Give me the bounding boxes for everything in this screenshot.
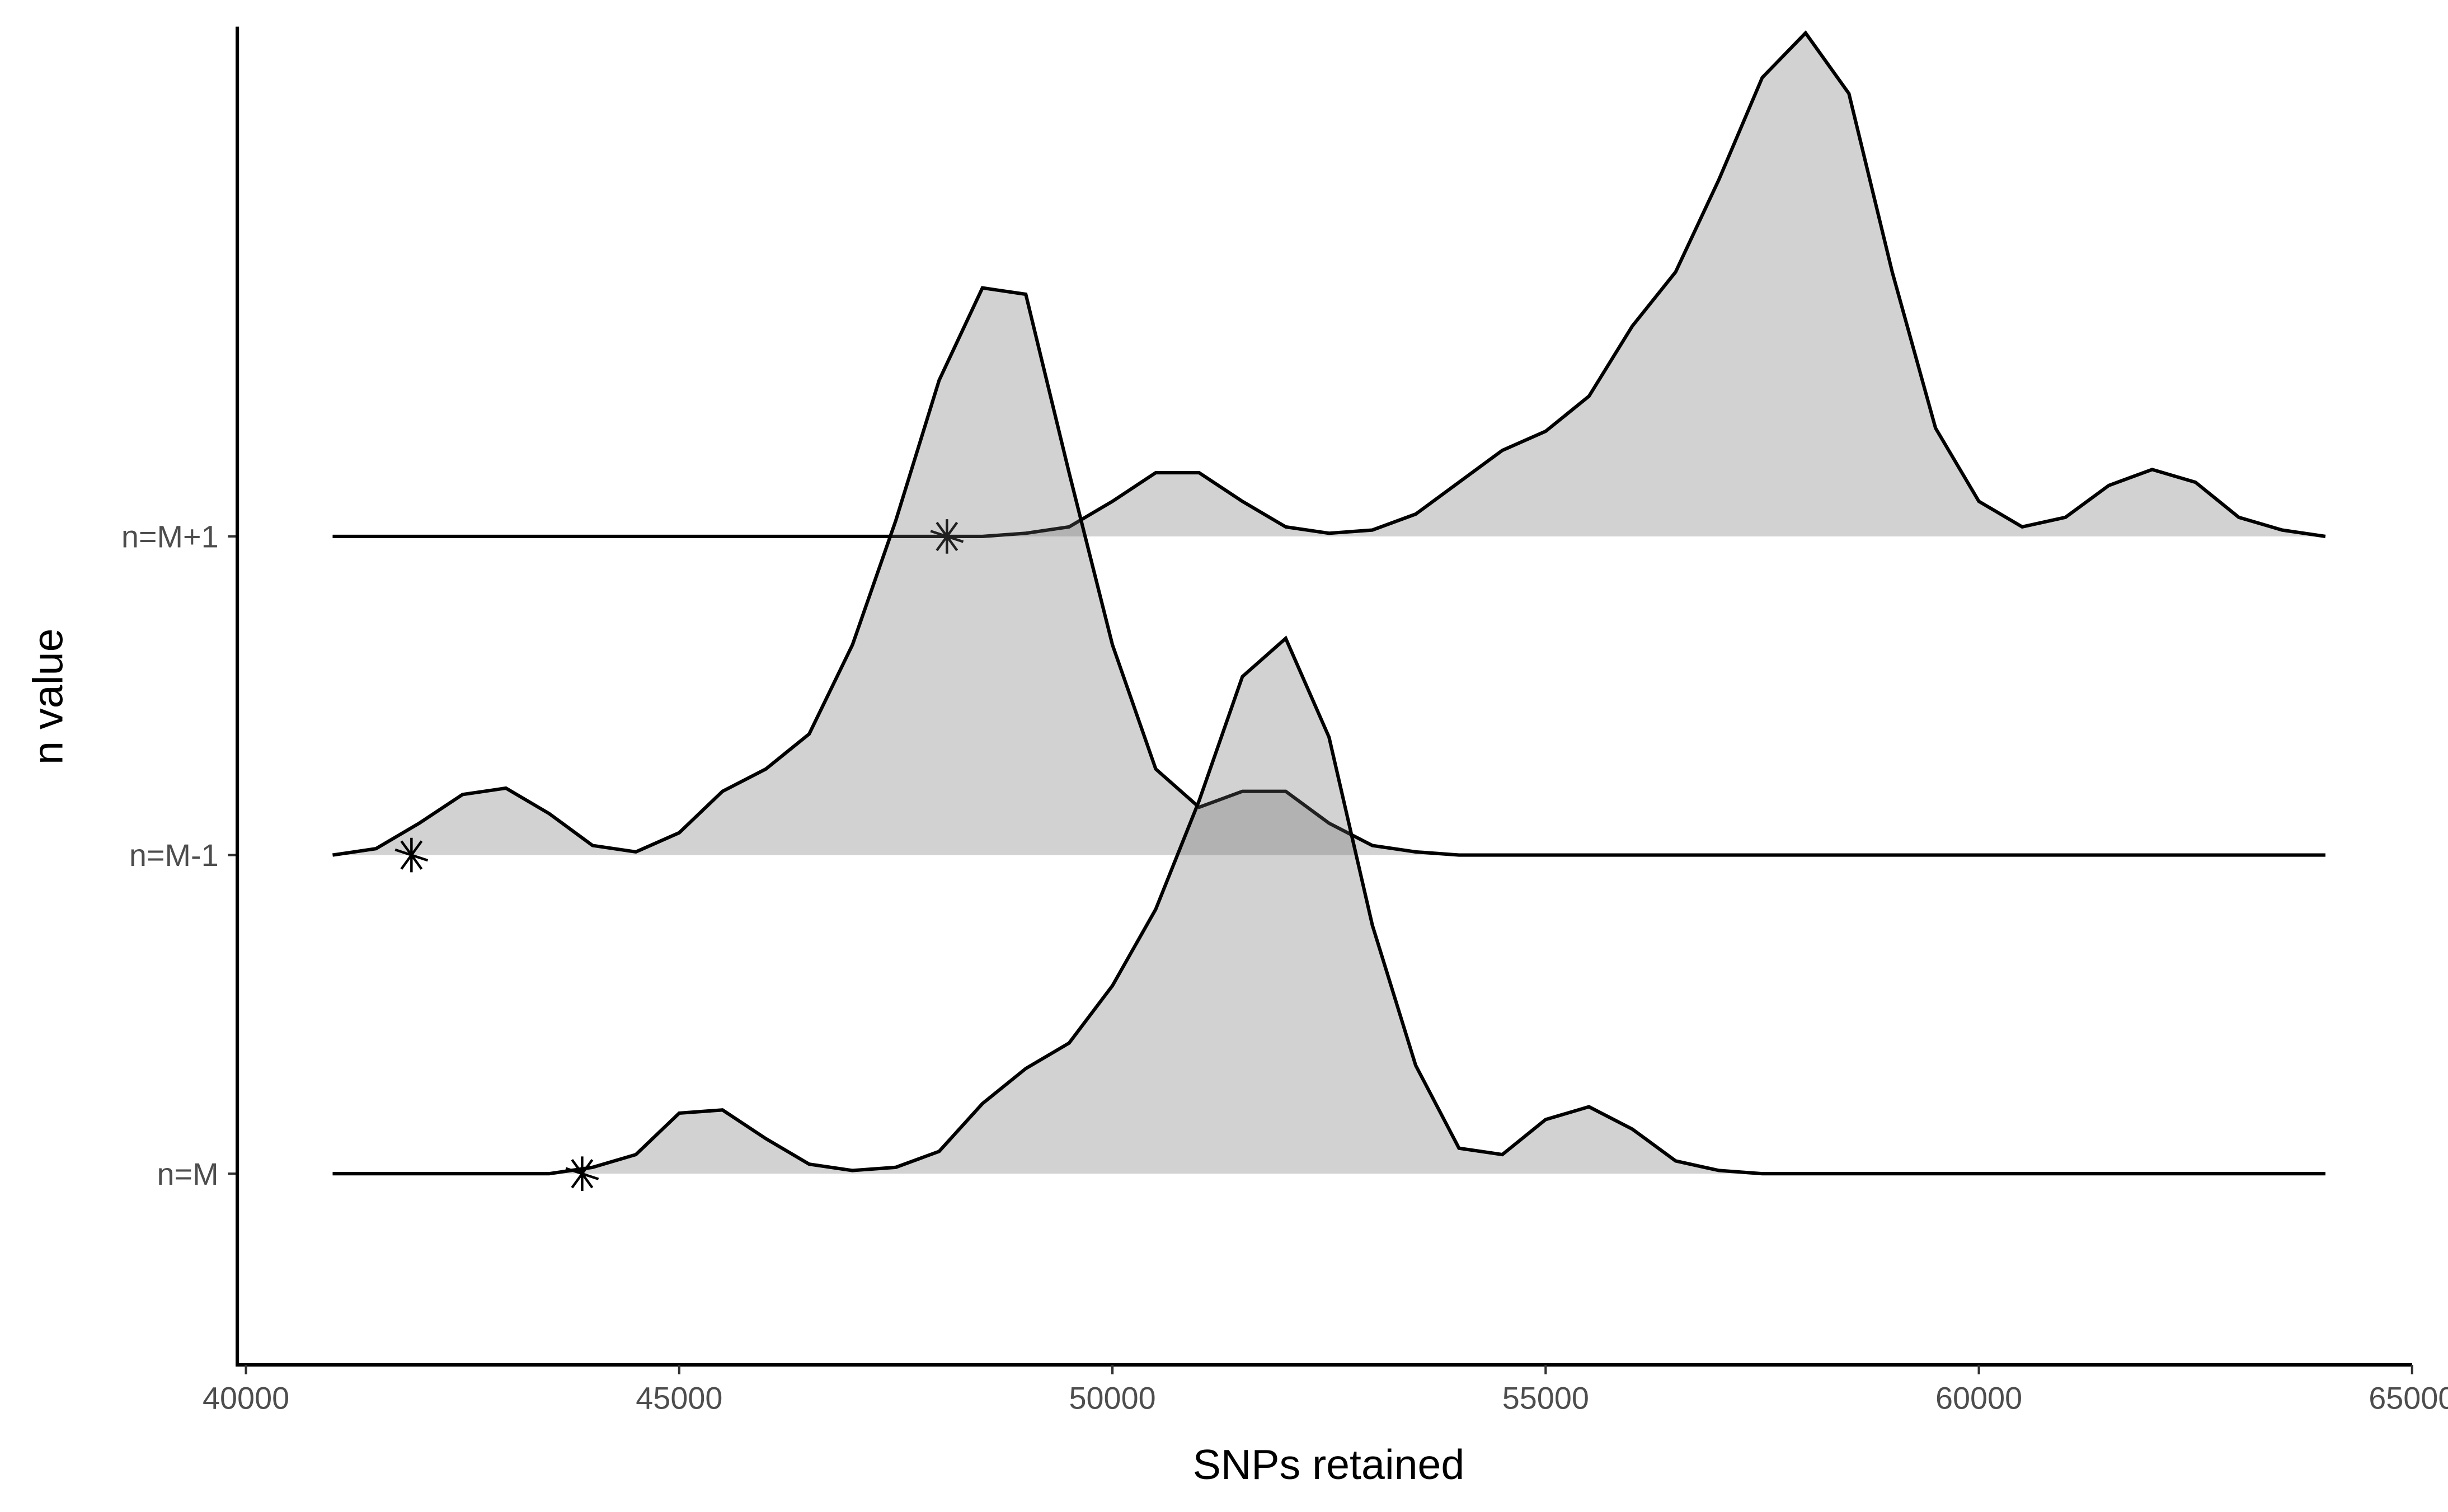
density-area	[332, 288, 2325, 855]
x-axis-title: SNPs retained	[1193, 1441, 1465, 1488]
y-axis-title: n value	[25, 628, 72, 765]
y-tick-label: n=M+1	[121, 519, 219, 554]
marker	[394, 837, 429, 873]
y-tick-label: n=M	[157, 1156, 219, 1191]
density-line	[332, 286, 2325, 857]
marker	[930, 519, 964, 554]
density-line	[332, 635, 2325, 1176]
x-tick-label: 40000	[203, 1380, 289, 1415]
density-area	[332, 32, 2325, 536]
density-area	[332, 638, 2325, 1174]
x-tick-label: 55000	[1502, 1380, 1589, 1415]
y-tick-label: n=M-1	[129, 837, 219, 873]
x-tick-label: 65000	[2369, 1380, 2448, 1415]
marker-stroke	[400, 840, 423, 870]
x-tick-label: 60000	[1935, 1380, 2022, 1415]
x-tick-label: 50000	[1069, 1380, 1156, 1415]
marker-stroke	[936, 521, 958, 552]
x-tick-label: 45000	[636, 1380, 722, 1415]
marker	[565, 1156, 599, 1191]
marker-stroke	[571, 1158, 594, 1189]
density-line	[332, 30, 2326, 539]
